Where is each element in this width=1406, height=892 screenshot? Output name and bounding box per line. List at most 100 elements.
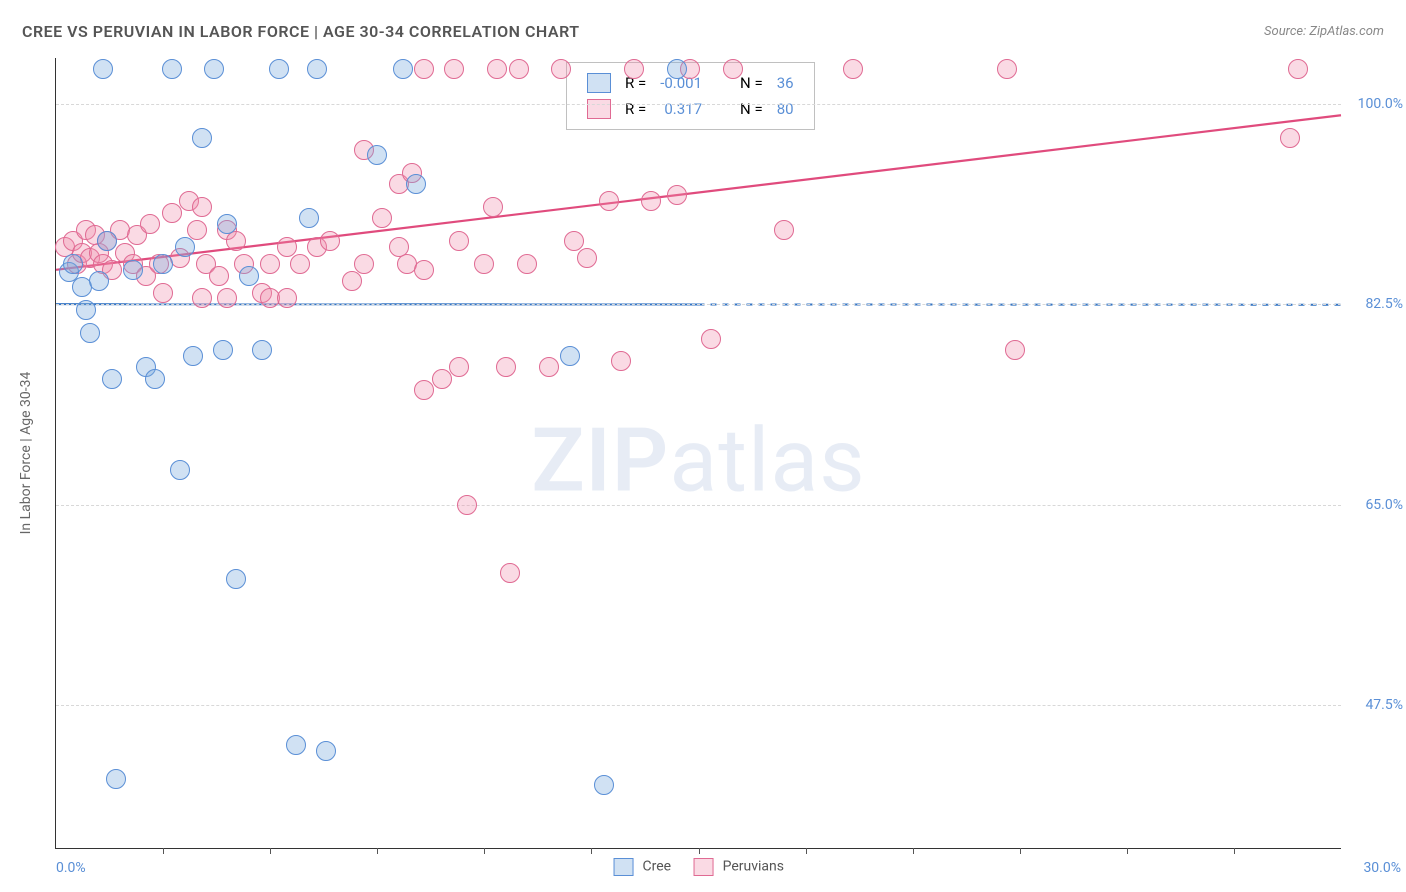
peruvians-point [641,191,661,211]
peruvians-point [500,563,520,583]
peruvians-trend-line [56,115,1341,270]
gridline [56,104,1341,105]
peruvians-point [487,59,507,79]
cree-point [192,128,212,148]
cree-point [76,300,96,320]
peruvians-point [209,266,229,286]
peruvians-swatch-icon [693,858,713,876]
peruvians-point [444,59,464,79]
peruvians-point [449,357,469,377]
peruvians-point [611,351,631,371]
cree-n-value: 36 [771,71,800,95]
n-label: N = [734,97,769,121]
cree-legend-label: Cree [643,859,672,875]
peruvians-point [192,197,212,217]
cree-point [175,237,195,257]
peruvians-point [277,288,297,308]
cree-point [594,775,614,795]
peruvians-point [449,231,469,251]
peruvians-legend-label: Peruvians [723,859,784,875]
cree-point [145,369,165,389]
legend-item-peruvians: Peruvians [693,858,784,876]
peruvians-point [217,288,237,308]
series-legend: Cree Peruvians [613,858,784,876]
peruvians-point [414,260,434,280]
peruvians-n-value: 80 [771,97,800,121]
cree-point [406,174,426,194]
cree-point [560,346,580,366]
peruvians-point [320,231,340,251]
peruvians-point [624,59,644,79]
cree-point [162,59,182,79]
peruvians-point [1288,59,1308,79]
peruvians-point [342,271,362,291]
peruvians-point [187,220,207,240]
x-tick [913,848,914,854]
peruvians-point [277,237,297,257]
cree-point [239,266,259,286]
peruvians-point [577,248,597,268]
x-tick [1127,848,1128,854]
peruvians-point [226,231,246,251]
peruvians-point [414,59,434,79]
x-tick [163,848,164,854]
cree-swatch-icon [587,73,611,93]
peruvians-point [564,231,584,251]
gridline [56,304,1341,305]
cree-point [106,769,126,789]
peruvians-point [192,288,212,308]
cree-point [204,59,224,79]
cree-swatch-icon [613,858,633,876]
source-attribution: Source: ZipAtlas.com [1264,24,1384,39]
peruvians-point [667,185,687,205]
peruvians-point [997,59,1017,79]
peruvians-point [539,357,559,377]
cree-point [153,254,173,274]
peruvians-point [723,59,743,79]
legend-item-cree: Cree [613,858,671,876]
peruvians-point [551,59,571,79]
cree-point [102,369,122,389]
cree-point [316,741,336,761]
peruvians-point [1280,128,1300,148]
cree-point [123,260,143,280]
plot-area: In Labor Force | Age 30-34 ZIPatlas R = … [55,58,1341,849]
y-axis-label: In Labor Force | Age 30-34 [18,372,34,535]
trend-lines-layer [56,58,1341,848]
peruvians-point [701,329,721,349]
y-tick-label: 100.0% [1358,96,1403,112]
cree-point [217,214,237,234]
peruvians-point [517,254,537,274]
r-label: R = [619,97,652,121]
peruvians-point [509,59,529,79]
cree-point [89,271,109,291]
chart-title: CREE VS PERUVIAN IN LABOR FORCE | AGE 30… [22,22,580,41]
peruvians-point [414,380,434,400]
cree-point [226,569,246,589]
cree-point [97,231,117,251]
x-tick [1234,848,1235,854]
x-tick [377,848,378,854]
peruvians-point [153,283,173,303]
cree-point [213,340,233,360]
peruvians-point [457,495,477,515]
peruvians-point [774,220,794,240]
cree-point [269,59,289,79]
cree-point [93,59,113,79]
peruvians-point [483,197,503,217]
peruvians-swatch-icon [587,99,611,119]
cree-point [170,460,190,480]
cree-point [667,59,687,79]
cree-point [286,735,306,755]
cree-point [63,254,83,274]
cree-point [393,59,413,79]
gridline [56,505,1341,506]
cree-point [367,145,387,165]
x-tick [591,848,592,854]
x-axis-max-label: 30.0% [1363,860,1401,876]
y-tick-label: 47.5% [1365,697,1403,713]
peruvians-point [1005,340,1025,360]
cree-point [307,59,327,79]
x-tick [270,848,271,854]
peruvians-point [290,254,310,274]
